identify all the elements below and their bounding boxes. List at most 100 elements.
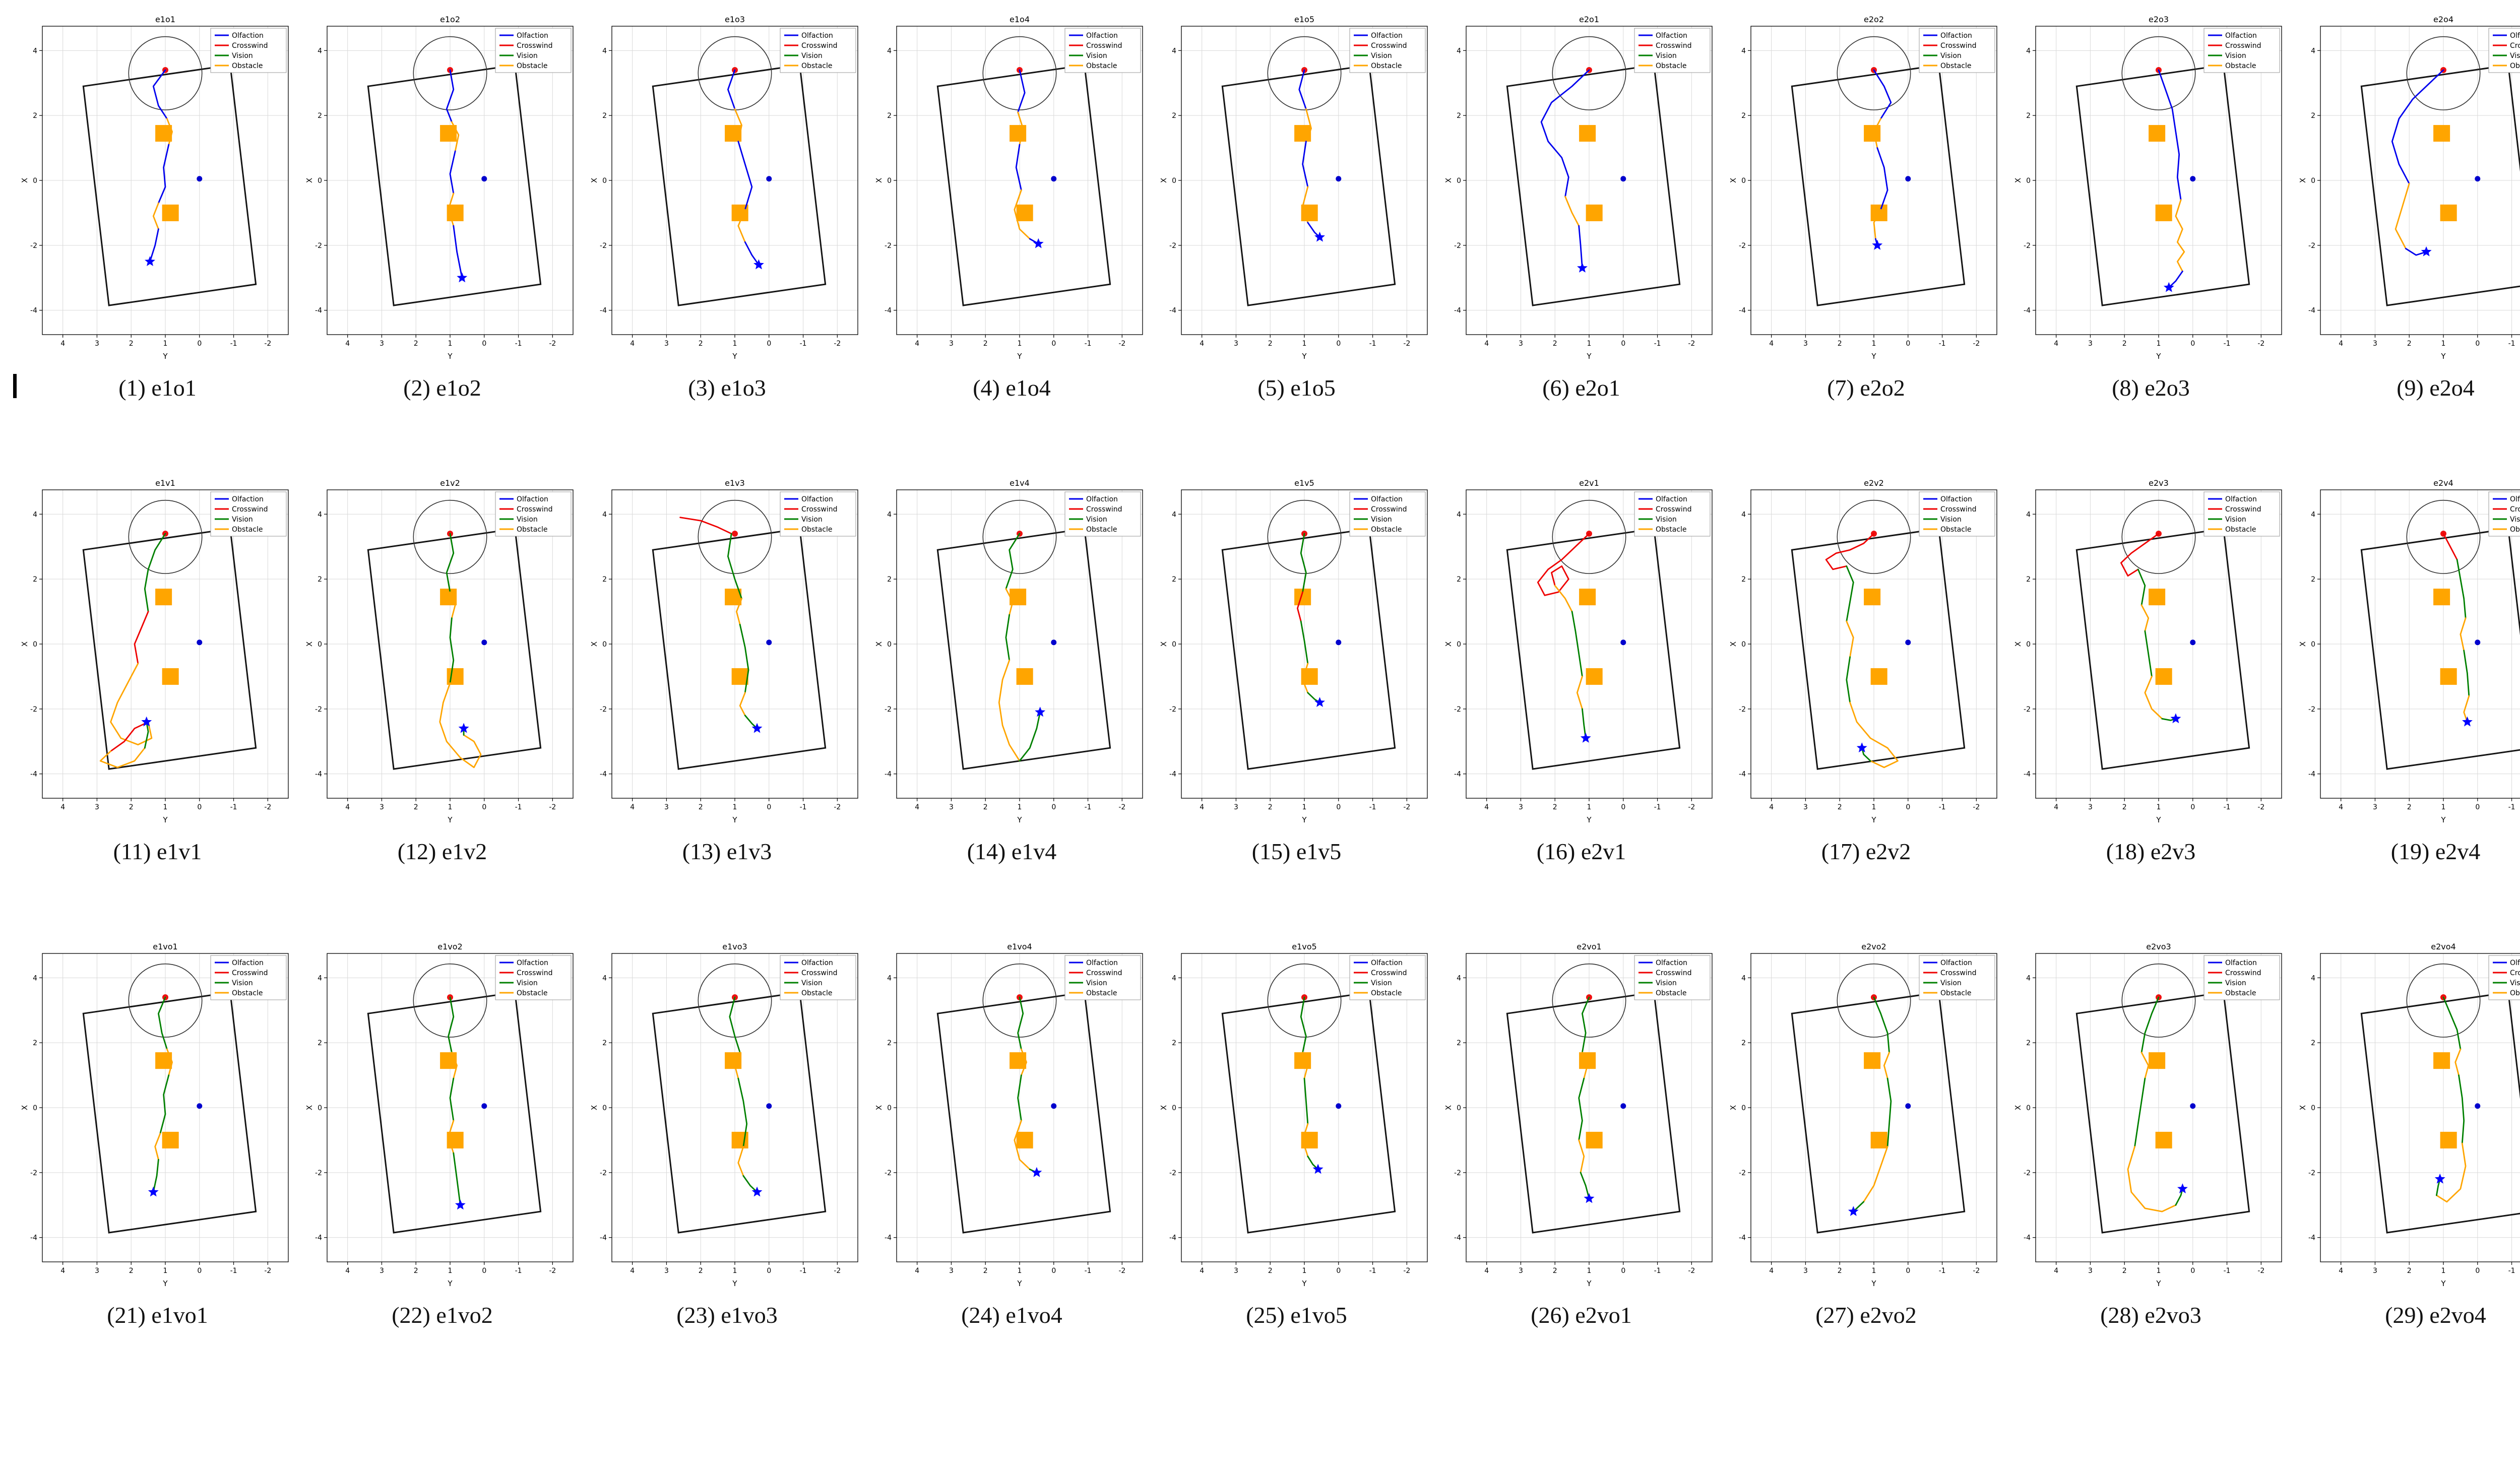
panel-caption: (29) e2vo4 xyxy=(2385,1302,2486,1328)
x-axis-label: Y xyxy=(1017,815,1022,824)
svg-text:-4: -4 xyxy=(2024,1234,2031,1242)
svg-text:-2: -2 xyxy=(2024,1169,2031,1177)
panel-e1vo3: 4 3 2 1 0 -1 -2 -4 -2 0 2 4 Y X Olfaction Crosswind Visi… xyxy=(585,941,869,1329)
trajectory xyxy=(149,69,173,263)
svg-text:-1: -1 xyxy=(800,1267,807,1275)
legend-label-crosswind: Crosswind xyxy=(1371,505,1407,514)
svg-text:-2: -2 xyxy=(1118,340,1125,348)
legend-label-olfaction: Olfaction xyxy=(2510,32,2520,40)
legend-label-vision: Vision xyxy=(2510,979,2520,987)
svg-text:2: 2 xyxy=(1172,575,1176,584)
svg-text:1: 1 xyxy=(1587,803,1592,811)
panel-e1v5: 4 3 2 1 0 -1 -2 -4 -2 0 2 4 Y X Olfaction Crosswind Visi… xyxy=(1154,478,1439,866)
home-marker xyxy=(1905,176,1911,182)
svg-text:-1: -1 xyxy=(230,340,237,348)
axis-ticks: 4 3 2 1 0 -1 -2 -4 -2 0 2 4 xyxy=(315,510,556,811)
obstacle-square-1 xyxy=(1864,125,1881,142)
svg-text:-2: -2 xyxy=(1739,1169,1746,1177)
svg-text:2: 2 xyxy=(1838,340,1842,348)
trajectory xyxy=(1537,533,1590,739)
obstacle-square-1 xyxy=(1294,1052,1311,1069)
end-star-marker xyxy=(1314,231,1325,242)
legend-label-obstacle: Obstacle xyxy=(1086,62,1117,70)
svg-text:0: 0 xyxy=(1906,803,1910,811)
legend-label-vision: Vision xyxy=(232,52,253,60)
panel-caption: (25) e1vo5 xyxy=(1246,1302,1347,1328)
legend-label-vision: Vision xyxy=(2510,52,2520,60)
segment-vision xyxy=(1303,1077,1309,1125)
obstacle-square-1 xyxy=(440,1052,457,1069)
legend: Olfaction Crosswind Vision Obstacle xyxy=(495,491,572,537)
segment-olfaction xyxy=(1307,222,1320,238)
obstacle-square-2 xyxy=(162,204,179,221)
svg-text:-2: -2 xyxy=(600,706,607,714)
end-star-marker xyxy=(457,272,468,283)
svg-text:4: 4 xyxy=(602,47,607,55)
svg-text:-2: -2 xyxy=(2308,1169,2315,1177)
svg-text:2: 2 xyxy=(699,340,703,348)
home-marker xyxy=(2190,639,2196,646)
axis-ticks: 4 3 2 1 0 -1 -2 -4 -2 0 2 4 xyxy=(30,510,271,811)
legend-label-vision: Vision xyxy=(517,979,538,987)
axis-ticks: 4 3 2 1 0 -1 -2 -4 -2 0 2 4 xyxy=(315,974,556,1275)
svg-text:-1: -1 xyxy=(230,803,237,811)
svg-text:0: 0 xyxy=(318,177,322,185)
plot-frame xyxy=(2320,953,2520,1262)
legend: Olfaction Crosswind Vision Obstacle xyxy=(1349,955,1426,1000)
arena-boundary xyxy=(1221,64,1396,306)
svg-text:0: 0 xyxy=(318,641,322,649)
legend-label-olfaction: Olfaction xyxy=(2225,495,2257,503)
arena-boundary xyxy=(2075,991,2250,1234)
source-marker xyxy=(732,530,738,537)
svg-text:2: 2 xyxy=(1172,112,1176,120)
svg-text:-2: -2 xyxy=(315,242,322,250)
trajectory-plot-e1v2: 4 3 2 1 0 -1 -2 -4 -2 0 2 4 Y X Olfaction Crosswind Visi… xyxy=(305,478,574,824)
legend-label-olfaction: Olfaction xyxy=(517,495,548,503)
axis-ticks: 4 3 2 1 0 -1 -2 -4 -2 0 2 4 xyxy=(885,47,1125,348)
svg-text:4: 4 xyxy=(1457,974,1461,982)
legend-label-obstacle: Obstacle xyxy=(2510,989,2520,997)
svg-text:-2: -2 xyxy=(264,803,271,811)
panel-caption: (11) e1v1 xyxy=(113,839,202,864)
svg-text:0: 0 xyxy=(602,1104,607,1112)
home-marker xyxy=(1336,176,1342,182)
plot-frame xyxy=(2035,26,2282,335)
svg-text:-2: -2 xyxy=(885,706,892,714)
segment-obstacle xyxy=(734,1052,741,1079)
plot-frame xyxy=(327,489,574,799)
segment-vision xyxy=(1873,996,1890,1053)
end-star-marker xyxy=(148,1186,159,1197)
svg-text:-1: -1 xyxy=(2224,1267,2231,1275)
home-marker xyxy=(481,1103,487,1109)
trajectory-plot-e1vo2: 4 3 2 1 0 -1 -2 -4 -2 0 2 4 Y X Olfaction Crosswind Visi… xyxy=(305,942,574,1288)
trajectory xyxy=(1540,69,1590,269)
y-axis-label: X xyxy=(1729,642,1738,647)
grid-lines xyxy=(1466,26,1712,335)
svg-text:3: 3 xyxy=(949,340,954,348)
legend: Olfaction Crosswind Vision Obstacle xyxy=(495,955,572,1000)
obstacle-square-2 xyxy=(1586,1131,1603,1148)
svg-text:4: 4 xyxy=(2339,1267,2343,1275)
svg-text:2: 2 xyxy=(2407,803,2412,811)
svg-text:2: 2 xyxy=(1553,803,1557,811)
svg-text:2: 2 xyxy=(887,112,892,120)
end-star-marker xyxy=(1580,732,1591,743)
segment-crosswind xyxy=(134,611,149,665)
legend-label-vision: Vision xyxy=(232,979,253,987)
panel-e2vo1: 4 3 2 1 0 -1 -2 -4 -2 0 2 4 Y X Olfaction Crosswind Visi… xyxy=(1439,941,1724,1329)
legend: Olfaction Crosswind Vision Obstacle xyxy=(1919,955,1995,1000)
panel-e2v4: 43210-1-2-4-2024YXOlfactionCrosswindVisi… xyxy=(2293,478,2520,866)
home-marker xyxy=(197,1103,203,1109)
home-marker xyxy=(766,639,772,646)
svg-text:2: 2 xyxy=(33,575,37,584)
plot-frame xyxy=(2035,489,2282,799)
segment-obstacle xyxy=(2140,604,2150,632)
panel-e1o5: 4 3 2 1 0 -1 -2 -4 -2 0 2 4 Y X Olfaction Crosswind Visi… xyxy=(1154,14,1439,402)
x-axis-label: Y xyxy=(2440,815,2446,824)
plot-frame xyxy=(896,26,1143,335)
segment-vision xyxy=(449,1077,455,1122)
svg-text:2: 2 xyxy=(1268,1267,1273,1275)
panel-caption: (13) e1v3 xyxy=(682,839,772,864)
start-zone-circle xyxy=(982,963,1057,1038)
trajectory xyxy=(1825,533,1899,769)
